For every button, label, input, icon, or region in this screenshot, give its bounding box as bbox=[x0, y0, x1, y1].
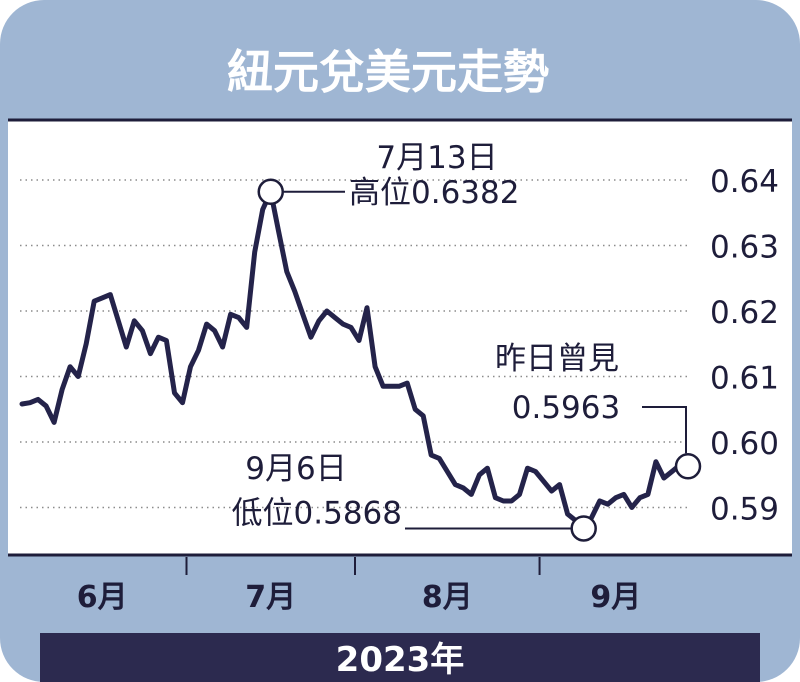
x-axis-label: 2023年 bbox=[336, 640, 465, 680]
marker-low bbox=[570, 515, 597, 542]
chart-title: 紐元兌美元走勢 bbox=[227, 45, 549, 99]
year-bar bbox=[40, 633, 760, 682]
annotation-label: 昨日曾見 bbox=[495, 341, 619, 377]
annotation-label: 7月13日 bbox=[376, 140, 497, 176]
annotation-value: 低位0.5868 bbox=[232, 495, 402, 531]
annotation-value: 0.5963 bbox=[512, 390, 620, 426]
y-tick-label: 0.61 bbox=[710, 361, 779, 397]
annotation-label: 9月6日 bbox=[245, 451, 346, 487]
x-axis-months: 6月 7月 8月 9月 bbox=[77, 557, 641, 615]
y-tick-label: 0.63 bbox=[710, 230, 779, 266]
plot-area bbox=[8, 120, 792, 555]
y-tick-label: 0.60 bbox=[710, 426, 779, 462]
marker-high bbox=[257, 178, 284, 206]
y-axis-labels: 0.64 0.63 0.62 0.61 0.60 0.59 bbox=[710, 164, 779, 528]
marker-last bbox=[674, 452, 702, 480]
x-tick-label: 9月 bbox=[590, 580, 641, 615]
annotation-value: 高位0.6382 bbox=[349, 175, 519, 211]
y-tick-label: 0.59 bbox=[710, 492, 779, 528]
annotation-last: 昨日曾見 0.5963 bbox=[495, 341, 702, 480]
leader-line bbox=[642, 406, 687, 454]
y-tick-label: 0.64 bbox=[710, 164, 779, 200]
x-tick-label: 8月 bbox=[422, 580, 473, 615]
x-tick-label: 6月 bbox=[77, 580, 128, 615]
y-tick-label: 0.62 bbox=[710, 295, 779, 331]
x-tick-label: 7月 bbox=[245, 580, 296, 615]
